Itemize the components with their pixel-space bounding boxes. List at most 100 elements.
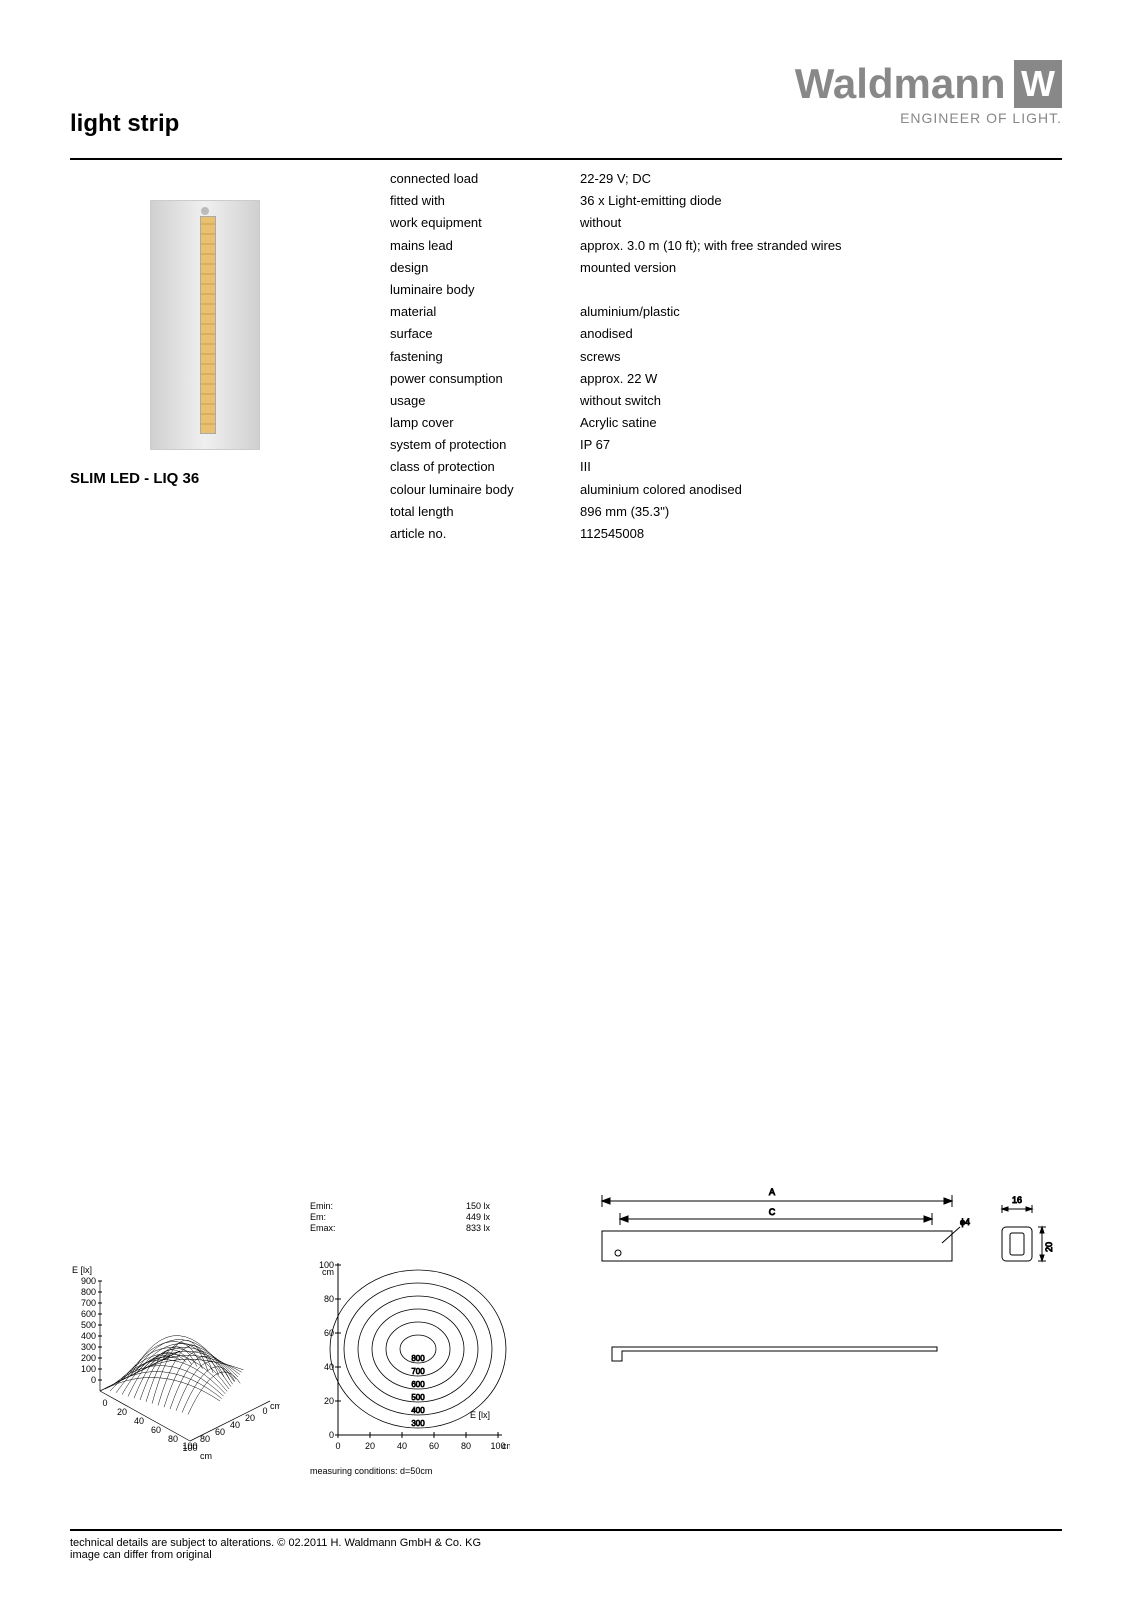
stat-label: Emin: — [310, 1201, 336, 1212]
chart-3d-illuminance: E [lx] 9008007006005004003002001000 0204… — [70, 1261, 280, 1461]
brand-tagline: ENGINEER OF LIGHT. — [795, 110, 1062, 126]
specs-value: 112545008 — [580, 525, 644, 543]
specs-value: III — [580, 458, 591, 476]
tick-label: 20 — [324, 1396, 334, 1406]
axis-unit: cm — [502, 1441, 510, 1451]
specs-value: approx. 22 W — [580, 370, 657, 388]
tick-label: 80 — [461, 1441, 471, 1451]
specs-row: colour luminaire bodyaluminium colored a… — [390, 481, 842, 499]
tick-label: 20 — [117, 1407, 127, 1417]
contour-level-label: 600 — [411, 1380, 425, 1389]
tick-label: 300 — [81, 1342, 96, 1352]
tick-label: 400 — [81, 1331, 96, 1341]
tick-label: 80 — [200, 1434, 210, 1444]
stat-value: 150 lx — [466, 1201, 490, 1212]
specs-row: usagewithout switch — [390, 392, 842, 410]
tick-label: 0 — [335, 1441, 340, 1451]
specs-value: without — [580, 214, 621, 232]
tick-label: 60 — [429, 1441, 439, 1451]
specs-label: colour luminaire body — [390, 481, 580, 499]
contour-level-label: 400 — [411, 1406, 425, 1415]
tick-label: 60 — [215, 1427, 225, 1437]
tick-label: 80 — [324, 1294, 334, 1304]
specs-row: work equipmentwithout — [390, 214, 842, 232]
page-title: light strip — [70, 110, 179, 138]
tick-label: 0 — [329, 1430, 334, 1440]
axis-unit: cm — [200, 1451, 212, 1461]
specs-label: fastening — [390, 348, 580, 366]
stat-label: Em: — [310, 1212, 336, 1223]
specs-row: luminaire body — [390, 281, 842, 299]
tick-label: 900 — [81, 1276, 96, 1286]
specs-value: without switch — [580, 392, 661, 410]
header: light strip Waldmann W ENGINEER OF LIGHT… — [70, 60, 1062, 160]
tick-label: 60 — [151, 1425, 161, 1435]
brand-block: Waldmann W ENGINEER OF LIGHT. — [795, 60, 1062, 126]
tick-label: 40 — [134, 1416, 144, 1426]
tick-label: 0 — [262, 1406, 267, 1416]
footer-line2: image can differ from original — [70, 1549, 1062, 1561]
dim-diameter: ϕ4 — [960, 1217, 970, 1227]
specs-label: lamp cover — [390, 414, 580, 432]
footer-line1: technical details are subject to alterat… — [70, 1537, 1062, 1549]
specs-label: mains lead — [390, 237, 580, 255]
specs-value: 22-29 V; DC — [580, 170, 651, 188]
specs-value: mounted version — [580, 259, 676, 277]
specs-row: class of protectionIII — [390, 458, 842, 476]
contour-x-label: E [lx] — [470, 1410, 490, 1420]
specs-label: surface — [390, 325, 580, 343]
contour-stats: Emin:Em:Emax: 150 lx449 lx833 lx — [310, 1201, 490, 1233]
specs-value: 896 mm (35.3") — [580, 503, 669, 521]
axis-unit: cm — [322, 1267, 334, 1277]
tick-label: 100 — [182, 1441, 197, 1451]
stat-label: Emax: — [310, 1223, 336, 1234]
product-image — [150, 200, 260, 450]
tick-label: 0 — [102, 1398, 107, 1408]
specs-row: materialaluminium/plastic — [390, 303, 842, 321]
specs-label: system of protection — [390, 436, 580, 454]
product-name: SLIM LED - LIQ 36 — [70, 470, 199, 487]
specs-label: material — [390, 303, 580, 321]
specs-row: fasteningscrews — [390, 348, 842, 366]
tick-label: 0 — [91, 1375, 96, 1385]
specs-label: design — [390, 259, 580, 277]
specs-label: work equipment — [390, 214, 580, 232]
chart3d-y-label: E [lx] — [72, 1265, 92, 1275]
dim-C: C — [769, 1207, 776, 1217]
tick-label: 40 — [230, 1420, 240, 1430]
tick-label: 700 — [81, 1298, 96, 1308]
measuring-note: measuring conditions: d=50cm — [310, 1466, 530, 1476]
tick-label: 500 — [81, 1320, 96, 1330]
tick-label: 600 — [81, 1309, 96, 1319]
specs-value: 36 x Light-emitting diode — [580, 192, 722, 210]
brand-logo-icon: W — [1014, 60, 1062, 108]
contour-level-label: 500 — [411, 1393, 425, 1402]
stat-value: 833 lx — [466, 1223, 490, 1234]
specs-value: IP 67 — [580, 436, 610, 454]
stat-value: 449 lx — [466, 1212, 490, 1223]
specs-row: lamp coverAcrylic satine — [390, 414, 842, 432]
contour-level-label: 300 — [411, 1419, 425, 1428]
contour-level-label: 700 — [411, 1367, 425, 1376]
specs-value: aluminium colored anodised — [580, 481, 742, 499]
specs-label: article no. — [390, 525, 580, 543]
specs-table: connected load22-29 V; DCfitted with36 x… — [390, 170, 842, 547]
specs-label: connected load — [390, 170, 580, 188]
diagrams-area: E [lx] 9008007006005004003002001000 0204… — [70, 1141, 1062, 1491]
brand-name: Waldmann — [795, 60, 1006, 108]
specs-value: approx. 3.0 m (10 ft); with free strande… — [580, 237, 842, 255]
tick-label: 20 — [365, 1441, 375, 1451]
specs-row: total length896 mm (35.3") — [390, 503, 842, 521]
specs-label: power consumption — [390, 370, 580, 388]
specs-row: surfaceanodised — [390, 325, 842, 343]
footer: technical details are subject to alterat… — [70, 1529, 1062, 1561]
axis-unit: cm — [270, 1401, 280, 1411]
specs-label: usage — [390, 392, 580, 410]
specs-label: fitted with — [390, 192, 580, 210]
dim-A: A — [769, 1187, 775, 1197]
specs-row: mains leadapprox. 3.0 m (10 ft); with fr… — [390, 237, 842, 255]
tick-label: 40 — [397, 1441, 407, 1451]
chart-contour-illuminance: Emin:Em:Emax: 150 lx449 lx833 lx 1008060… — [310, 1201, 530, 1481]
specs-value: screws — [580, 348, 620, 366]
specs-label: total length — [390, 503, 580, 521]
